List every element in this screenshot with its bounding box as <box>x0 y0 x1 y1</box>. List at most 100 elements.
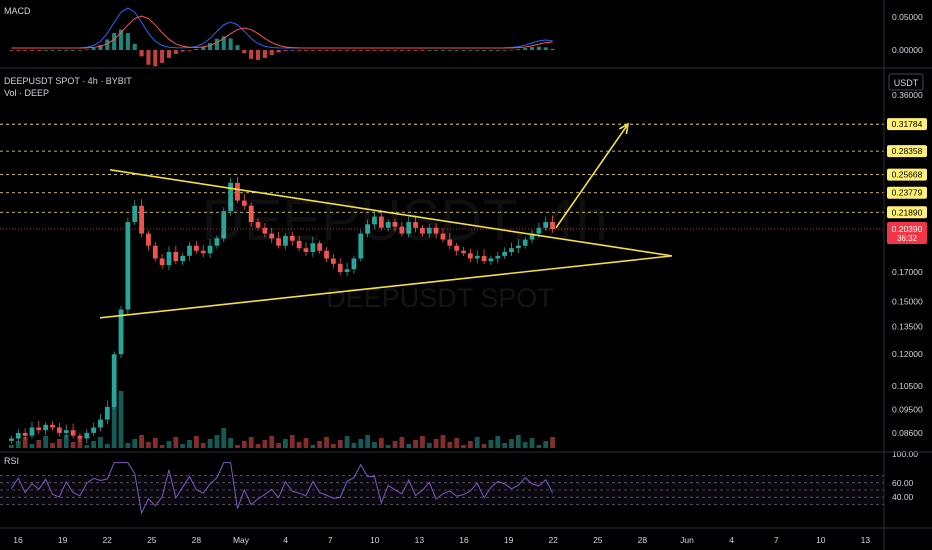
macd-histogram-bar <box>242 50 247 54</box>
price-level-label: 0.25668 <box>892 170 923 180</box>
volume-bar <box>420 436 425 448</box>
macd-histogram-bar <box>153 50 158 67</box>
macd-histogram-bar <box>413 50 418 51</box>
volume-bar <box>392 441 398 448</box>
macd-histogram-bar <box>345 50 350 51</box>
price-level-badge <box>887 168 927 181</box>
candle-body <box>317 243 323 251</box>
macd-label: MACD <box>4 6 31 16</box>
currency-label: USDT <box>894 78 919 88</box>
price-level-badge <box>887 206 927 219</box>
volume-bar <box>413 440 418 448</box>
volume-bar <box>70 442 76 448</box>
macd-pane: 0.05000 0.00000 <box>9 7 923 67</box>
macd-histogram-bar <box>214 38 219 50</box>
volume-bar <box>543 441 549 448</box>
rsi-tick-label: 60.00 <box>892 478 914 488</box>
volume-bar <box>228 438 234 448</box>
candle-body <box>488 258 494 262</box>
macd-histogram-bar <box>502 49 507 51</box>
macd-histogram-bar <box>77 49 82 51</box>
macd-histogram-bar <box>310 50 315 51</box>
macd-histogram-bar <box>276 50 281 53</box>
candle-body <box>166 252 172 266</box>
x-tick-label: Jun <box>680 535 694 545</box>
candle-body <box>91 427 97 433</box>
price-pane: 0.36000 0.17000 0.15000 0.13500 0.12000 0.105… <box>0 90 927 448</box>
volume-bar <box>111 395 117 448</box>
candle-body <box>132 205 138 223</box>
candle-body <box>152 245 158 259</box>
macd-histogram-bar <box>71 49 76 51</box>
price-level-badge <box>887 118 927 131</box>
macd-histogram-bar <box>523 48 528 50</box>
candle-body <box>440 233 446 240</box>
candle-body <box>193 245 199 251</box>
watermark-symbol: DEEPUSDT, 4h <box>202 188 608 253</box>
rsi-tick-label: 40.00 <box>892 492 914 502</box>
macd-histogram-bar <box>201 46 206 50</box>
symbol-title: DEEPUSDT SPOT · 4h · BYBIT <box>4 76 132 86</box>
candle-body <box>406 222 412 234</box>
candle-body <box>262 227 268 234</box>
macd-histogram-bar <box>358 50 363 51</box>
volume-bar <box>440 435 446 448</box>
signal-line <box>11 15 553 49</box>
candle-body <box>502 252 508 256</box>
macd-tick-label: 0.00000 <box>892 45 923 55</box>
volume-bar <box>235 445 240 448</box>
candle-body <box>283 235 288 246</box>
y-tick-label: 0.13500 <box>892 321 923 331</box>
macd-histogram-bar <box>297 50 302 51</box>
volume-bar <box>255 444 261 448</box>
volume-bar <box>317 441 323 448</box>
candle-body <box>207 245 213 254</box>
candle-body <box>385 222 391 228</box>
macd-histogram-bar <box>303 50 309 51</box>
candle-body <box>118 309 124 355</box>
candle-body <box>365 224 371 234</box>
volume-bar <box>159 445 165 448</box>
candle-body <box>351 258 357 270</box>
y-tick-label: 0.12000 <box>892 349 923 359</box>
price-level-label: 0.28358 <box>892 146 923 156</box>
macd-histogram-bar <box>208 43 213 50</box>
volume-bar <box>132 439 138 448</box>
macd-histogram-bar <box>36 50 41 51</box>
candle-body <box>139 205 144 234</box>
volume-bar <box>139 435 144 448</box>
y-tick-label: 0.15000 <box>892 297 923 307</box>
candle-body <box>543 222 549 228</box>
candle-body <box>43 424 49 431</box>
candle-body <box>56 427 62 433</box>
x-tick-label: 10 <box>816 535 826 545</box>
volume-bar <box>481 444 487 448</box>
macd-histogram-bar <box>351 50 356 51</box>
candle-body <box>289 235 295 241</box>
macd-histogram-bar <box>386 50 391 51</box>
volume-bar <box>474 437 480 448</box>
volume-label: Vol · DEEP <box>4 88 49 98</box>
volume-bar <box>104 444 110 448</box>
candle-body <box>36 427 42 431</box>
y-tick-label: 0.36000 <box>892 90 923 100</box>
candle-body <box>9 438 14 441</box>
candle-body <box>495 255 501 259</box>
y-tick-label: 0.10500 <box>892 381 923 391</box>
currency-badge[interactable]: USDT <box>888 73 924 91</box>
macd-histogram-bar <box>331 50 336 51</box>
macd-line <box>11 7 553 49</box>
price-level-badge <box>887 186 927 199</box>
candle-body <box>536 227 542 234</box>
volume-bar <box>15 441 21 448</box>
candle-body <box>221 211 227 239</box>
x-tick-label: 28 <box>638 535 648 545</box>
macd-histogram-bar <box>365 50 370 51</box>
volume-bar <box>467 441 473 448</box>
volume-bar <box>262 440 268 448</box>
x-tick-label: 28 <box>192 535 202 545</box>
volume-bar <box>283 439 288 448</box>
x-tick-label: 4 <box>283 535 288 545</box>
macd-histogram-bar <box>43 50 48 51</box>
